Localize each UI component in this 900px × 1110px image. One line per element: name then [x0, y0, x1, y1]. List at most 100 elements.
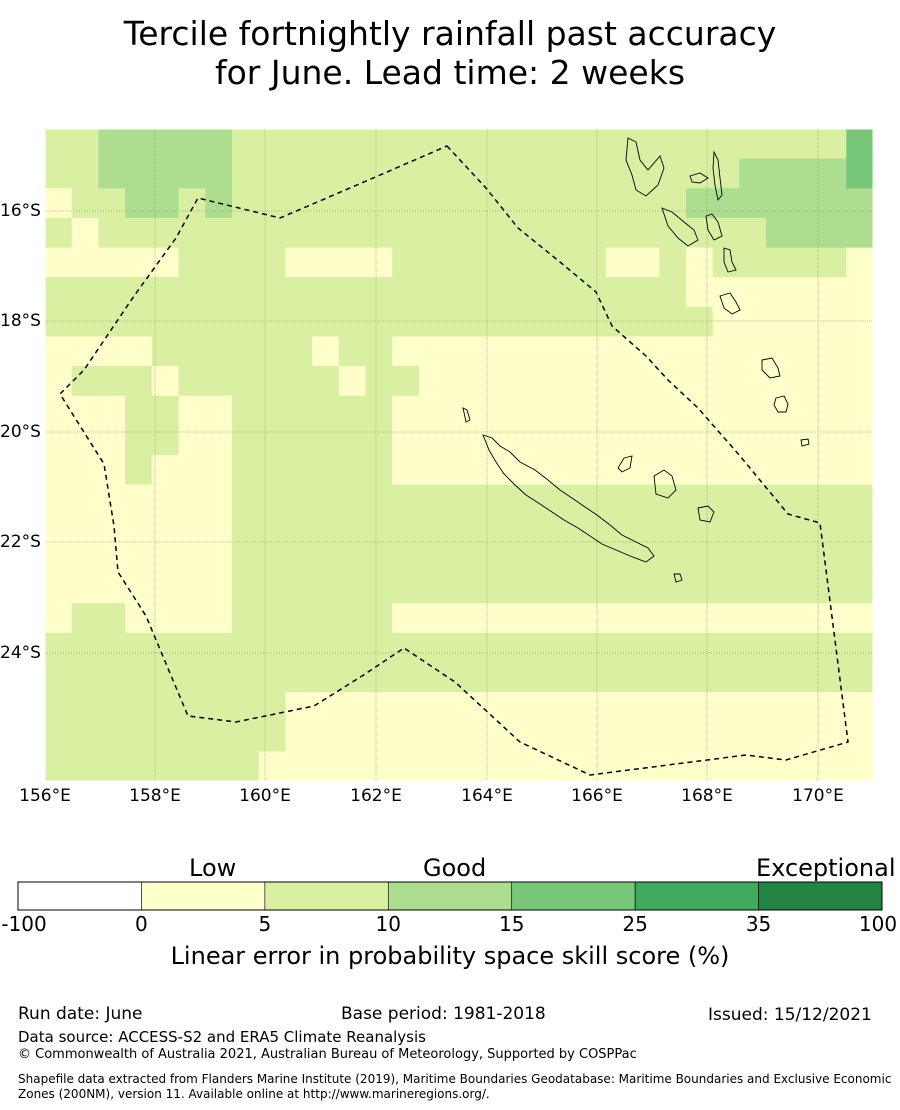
skill-cell [605, 247, 634, 278]
skill-cell [392, 692, 420, 723]
skill-cell [739, 573, 767, 604]
skill-cell [418, 455, 447, 486]
skill-cell [418, 425, 447, 456]
skill-cell [766, 721, 794, 752]
skill-cell [739, 425, 767, 456]
skill-cell [659, 188, 687, 219]
skill-cell [605, 692, 634, 723]
skill-cell [525, 366, 554, 397]
skill-cell [766, 692, 794, 723]
skill-cell [178, 395, 206, 426]
skill-cell [472, 543, 500, 575]
skill-cell [766, 455, 794, 486]
skill-cell [766, 632, 794, 664]
skill-cell [792, 662, 821, 693]
skill-cell [819, 158, 847, 189]
skill-cell [712, 336, 741, 367]
skill-cell [285, 514, 313, 545]
skill-cell [659, 662, 687, 693]
skill-cell [445, 514, 473, 545]
colorbar-tick-label: 0 [135, 912, 148, 936]
issued-date: Issued: 15/12/2021 [708, 1005, 872, 1025]
colorbar-tick-label: 15 [498, 912, 525, 936]
skill-cell [445, 158, 473, 189]
skill-cell [285, 573, 313, 604]
skill-cell [552, 158, 580, 189]
skill-cell [178, 306, 206, 338]
skill-cell [792, 336, 821, 367]
skill-cell [579, 188, 607, 219]
skill-cell [338, 455, 367, 486]
skill-cell [178, 514, 206, 545]
skill-cell [739, 603, 767, 634]
copyright: © Commonwealth of Australia 2021, Austra… [18, 1047, 637, 1062]
skill-cell [205, 692, 233, 723]
skill-cell [846, 188, 874, 219]
skill-cell [525, 247, 554, 278]
skill-cell [552, 217, 580, 249]
skill-cell [258, 514, 286, 545]
skill-cell [499, 603, 527, 634]
longitude-label: 158°E [129, 786, 181, 806]
skill-cell [365, 277, 393, 308]
skill-cell [205, 455, 233, 486]
skill-cell [338, 336, 367, 367]
futuna-island [773, 395, 789, 413]
skill-cell [472, 632, 500, 664]
skill-cell [365, 543, 393, 575]
skill-cell [98, 129, 126, 160]
skill-cell [632, 395, 660, 426]
skill-cell [125, 158, 153, 189]
skill-cell [632, 721, 660, 752]
skill-cell [846, 514, 874, 545]
skill-cell [792, 188, 821, 219]
skill-cell [45, 514, 73, 545]
skill-cell [659, 603, 687, 634]
skill-cell [659, 158, 687, 189]
longitude-label: 168°E [681, 786, 733, 806]
skill-cell [632, 573, 660, 604]
skill-cell [285, 543, 313, 575]
skill-cell [819, 573, 847, 604]
skill-cell [71, 603, 100, 634]
skill-cell [151, 158, 180, 189]
skill-cell [418, 632, 447, 664]
skill-cell [418, 514, 447, 545]
skill-cell [766, 247, 794, 278]
colorbar-block [387, 881, 513, 911]
colorbar-block [634, 881, 759, 911]
skill-cell [258, 217, 286, 249]
skill-cell [686, 129, 714, 160]
skill-cell [258, 158, 286, 189]
skill-cell [659, 692, 687, 723]
skill-cell [739, 217, 767, 249]
skill-cell [686, 217, 714, 249]
skill-cell [312, 751, 340, 782]
skill-cell [125, 129, 153, 160]
skill-cell [205, 277, 233, 308]
skill-cell [231, 306, 260, 338]
skill-cell [285, 395, 313, 426]
skill-cell [472, 336, 500, 367]
skill-cell [632, 129, 660, 160]
skill-cell [258, 721, 286, 752]
skill-cell [125, 455, 153, 486]
base-period: Base period: 1981-2018 [341, 1004, 546, 1024]
skill-cell [151, 395, 180, 426]
skill-cell [151, 692, 180, 723]
skill-cell [525, 573, 554, 604]
skill-cell [819, 395, 847, 426]
skill-cell [552, 751, 580, 782]
skill-cell [739, 721, 767, 752]
skill-cell [445, 543, 473, 575]
skill-cell [712, 247, 741, 278]
map-title: Tercile fortnightly rainfall past accura… [0, 14, 900, 92]
skill-cell [312, 692, 340, 723]
skill-cell [98, 188, 126, 219]
skill-cell [231, 543, 260, 575]
skill-cell [472, 662, 500, 693]
skill-cell [151, 514, 180, 545]
skill-cell [632, 603, 660, 634]
skill-cell [365, 395, 393, 426]
skill-cell [472, 573, 500, 604]
